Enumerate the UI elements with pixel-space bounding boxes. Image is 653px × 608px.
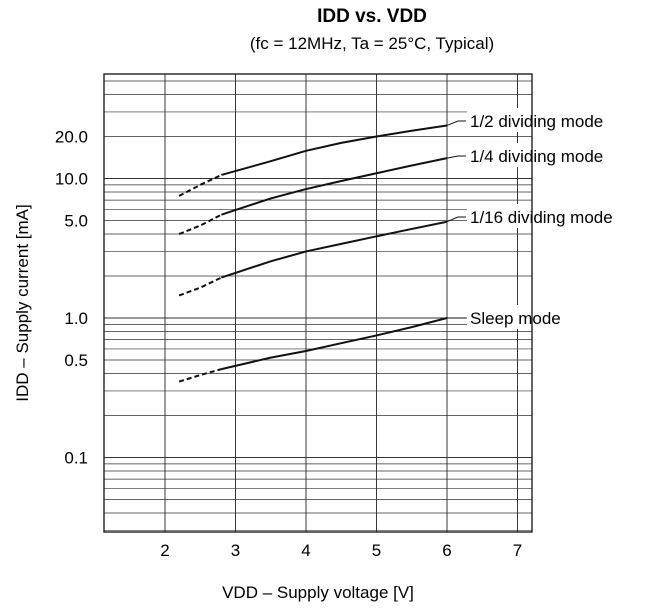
series-label: Sleep mode bbox=[470, 309, 561, 328]
x-axis-label: VDD – Supply voltage [V] bbox=[222, 583, 414, 602]
x-tick-label: 5 bbox=[372, 541, 381, 560]
series-label: 1/4 dividing mode bbox=[470, 147, 603, 166]
y-tick-label: 0.1 bbox=[64, 449, 88, 468]
series-leader-line bbox=[446, 216, 466, 223]
x-tick-label: 3 bbox=[231, 541, 240, 560]
series-label: 1/2 dividing mode bbox=[470, 112, 603, 131]
series-label-bg bbox=[467, 204, 647, 228]
series-line bbox=[221, 220, 448, 279]
ticks: 2 3 4 5 6 7 0.1 0.5 1.0 5.0 10.0 20.0 bbox=[55, 128, 522, 560]
x-tick-label: 6 bbox=[442, 541, 451, 560]
series-label: 1/16 dividing mode bbox=[470, 208, 613, 227]
y-tick-label: 1.0 bbox=[64, 309, 88, 328]
series-labels: 1/2 dividing mode 1/4 dividing mode 1/16 d… bbox=[467, 108, 647, 329]
y-tick-label: 0.5 bbox=[64, 351, 88, 370]
series-line-extrapolated bbox=[178, 368, 222, 383]
x-tick-label: 4 bbox=[301, 541, 310, 560]
y-tick-label: 20.0 bbox=[55, 128, 88, 147]
chart-subtitle: (fc = 12MHz, Ta = 25°C, Typical) bbox=[250, 34, 494, 53]
grid bbox=[104, 74, 532, 532]
series-label-bg bbox=[467, 305, 647, 329]
y-axis-label: IDD – Supply current [mA] bbox=[13, 204, 32, 401]
chart-title: IDD vs. VDD bbox=[317, 6, 427, 27]
series-lines bbox=[178, 120, 466, 383]
series-line-extrapolated bbox=[178, 213, 222, 235]
series-line bbox=[221, 157, 448, 216]
x-tick-label: 7 bbox=[513, 541, 522, 560]
y-tick-label: 5.0 bbox=[64, 211, 88, 230]
series-leader-line bbox=[446, 155, 466, 159]
series-label-bg bbox=[467, 143, 647, 167]
series-leader-line bbox=[446, 120, 466, 126]
plot-frame bbox=[103, 73, 533, 533]
series-label-bg bbox=[467, 108, 647, 132]
series-line bbox=[221, 317, 448, 371]
x-tick-label: 2 bbox=[160, 541, 169, 560]
series-line bbox=[221, 124, 448, 176]
series-line-extrapolated bbox=[178, 276, 222, 297]
y-tick-label: 10.0 bbox=[55, 170, 88, 189]
